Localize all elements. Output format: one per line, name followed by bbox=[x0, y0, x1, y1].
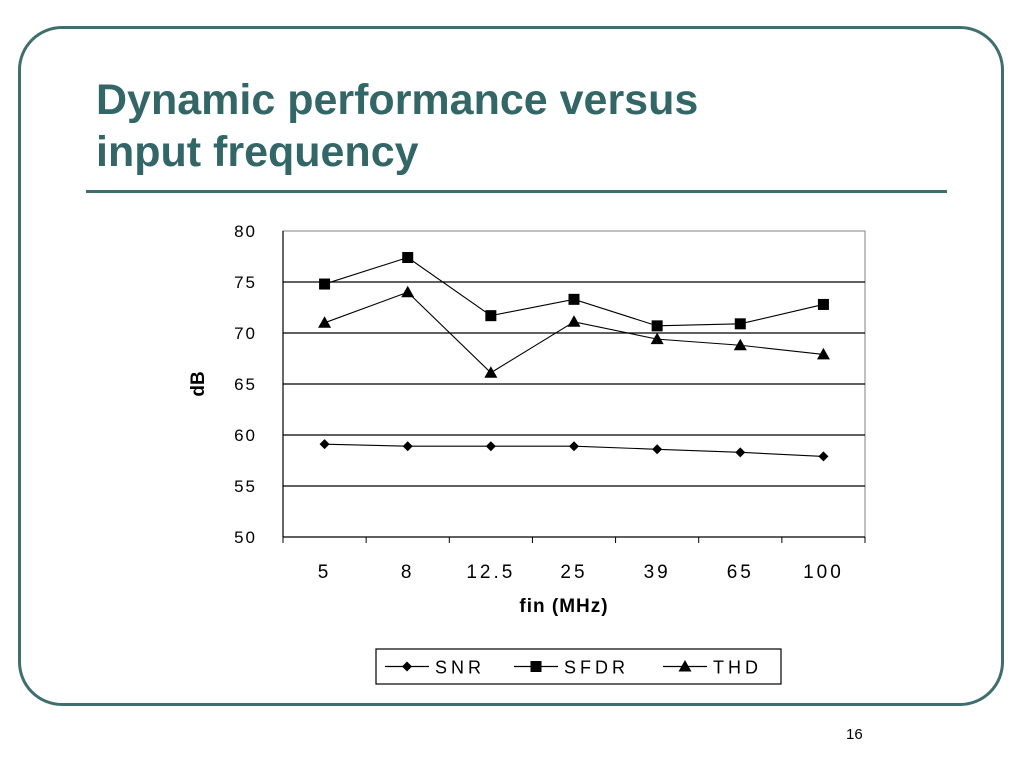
x-tick-label: 39 bbox=[644, 562, 671, 583]
data-point-thd bbox=[733, 338, 747, 351]
data-point-thd bbox=[484, 366, 498, 378]
data-point-sfdr bbox=[817, 298, 829, 310]
x-tick-label: 100 bbox=[803, 562, 844, 583]
x-tick-label: 8 bbox=[401, 562, 415, 583]
y-tick-label: 80 bbox=[234, 222, 257, 241]
y-tick-label: 50 bbox=[234, 528, 257, 547]
legend-marker-snr bbox=[402, 661, 412, 672]
x-tick-label: 65 bbox=[727, 562, 754, 583]
y-tick-label: 55 bbox=[234, 477, 257, 496]
data-point-sfdr bbox=[568, 293, 580, 305]
data-point-thd bbox=[318, 316, 332, 328]
x-axis-label: fin (MHz) bbox=[519, 596, 608, 617]
data-point-sfdr bbox=[319, 278, 331, 290]
data-point-snr bbox=[402, 441, 413, 452]
data-point-snr bbox=[652, 444, 663, 455]
slide-title-line-1: Dynamic performance versus bbox=[96, 76, 699, 124]
data-point-thd bbox=[401, 285, 415, 298]
data-point-sfdr bbox=[734, 318, 746, 330]
x-tick-label: 25 bbox=[560, 562, 587, 583]
slide-title: Dynamic performance versus input frequen… bbox=[96, 74, 936, 178]
data-point-snr bbox=[818, 451, 829, 462]
data-point-snr bbox=[485, 441, 496, 452]
data-point-sfdr bbox=[485, 310, 497, 322]
y-tick-label: 70 bbox=[234, 324, 257, 343]
data-point-thd bbox=[816, 347, 830, 360]
legend-marker-sfdr bbox=[530, 661, 542, 672]
legend-label-snr: SNR bbox=[435, 658, 485, 678]
data-point-snr bbox=[735, 447, 746, 458]
data-point-snr bbox=[319, 439, 330, 450]
y-tick-label: 60 bbox=[234, 426, 257, 445]
title-divider bbox=[86, 190, 947, 193]
legend-marker-thd bbox=[678, 660, 692, 672]
slide-title-line-2: input frequency bbox=[96, 128, 419, 176]
x-tick-label: 12.5 bbox=[466, 562, 515, 583]
legend-label-sfdr: SFDR bbox=[564, 658, 629, 678]
legend-label-thd: THD bbox=[713, 658, 762, 678]
y-tick-label: 75 bbox=[234, 273, 257, 292]
data-point-sfdr bbox=[402, 252, 414, 264]
data-point-sfdr bbox=[651, 320, 663, 332]
y-tick-label: 65 bbox=[234, 375, 257, 394]
page-number: 16 bbox=[846, 726, 863, 743]
data-point-thd bbox=[567, 315, 581, 327]
data-point-thd bbox=[650, 332, 664, 345]
slide-frame bbox=[18, 26, 1004, 706]
data-point-snr bbox=[569, 441, 579, 452]
legend-box bbox=[375, 648, 782, 685]
y-axis-label: dB bbox=[188, 371, 209, 396]
x-tick-label: 5 bbox=[318, 562, 332, 583]
